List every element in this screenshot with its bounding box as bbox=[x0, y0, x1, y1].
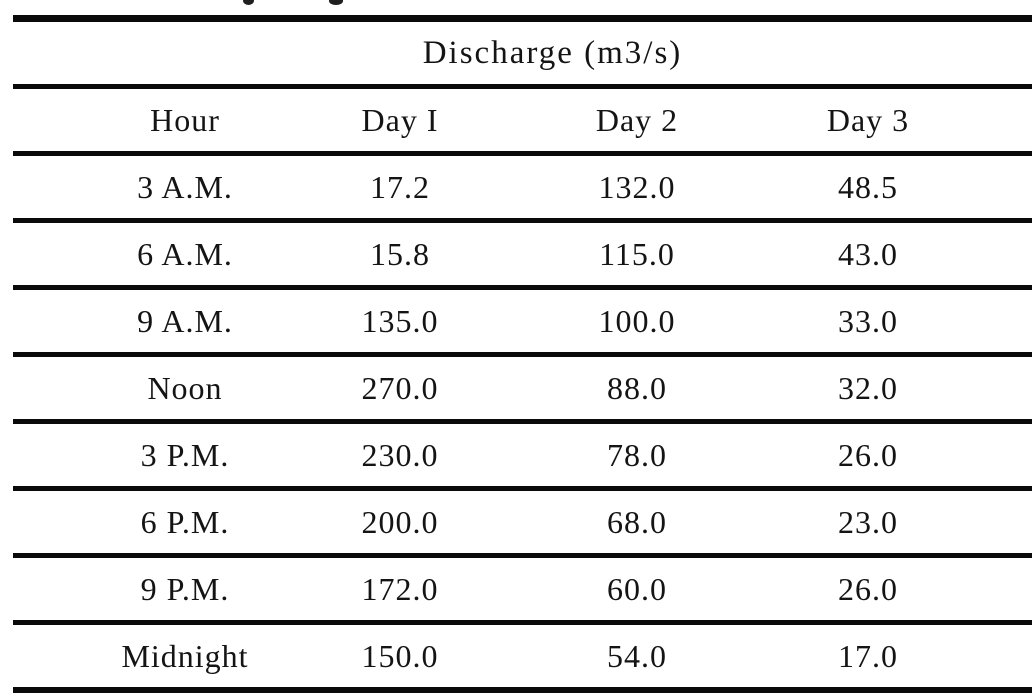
column-header-day1: Day I bbox=[361, 101, 439, 138]
value-cell: 200.0 bbox=[361, 503, 439, 540]
horizontal-rule bbox=[13, 84, 1032, 89]
value-cell: 172.0 bbox=[361, 570, 439, 607]
table-header-row: Hour Day I Day 2 Day 3 bbox=[13, 89, 1032, 151]
table-row: 3 P.M. 230.0 78.0 26.0 bbox=[13, 424, 1032, 486]
table-row: Noon 270.0 88.0 32.0 bbox=[13, 357, 1032, 419]
hour-cell: 6 A.M. bbox=[137, 235, 233, 272]
value-cell: 48.5 bbox=[838, 168, 898, 205]
hour-cell: 6 P.M. bbox=[140, 503, 230, 540]
table-row: 3 A.M. 17.2 132.0 48.5 bbox=[13, 156, 1032, 218]
value-cell: 230.0 bbox=[361, 436, 439, 473]
hour-cell: Midnight bbox=[121, 637, 249, 674]
horizontal-rule bbox=[13, 419, 1032, 424]
value-cell: 132.0 bbox=[598, 168, 676, 205]
value-cell: 43.0 bbox=[838, 235, 898, 272]
hour-cell: 3 A.M. bbox=[137, 168, 233, 205]
value-cell: 88.0 bbox=[607, 369, 667, 406]
value-cell: 32.0 bbox=[838, 369, 898, 406]
table-row: 9 A.M. 135.0 100.0 33.0 bbox=[13, 290, 1032, 352]
column-header-hour: Hour bbox=[150, 101, 220, 138]
cropped-caption-fragment bbox=[243, 0, 254, 5]
value-cell: 23.0 bbox=[838, 503, 898, 540]
horizontal-rule bbox=[13, 486, 1032, 491]
value-cell: 135.0 bbox=[361, 302, 439, 339]
table-top-border bbox=[13, 15, 1032, 22]
value-cell: 17.2 bbox=[370, 168, 430, 205]
value-cell: 54.0 bbox=[607, 637, 667, 674]
table-row: 9 P.M. 172.0 60.0 26.0 bbox=[13, 558, 1032, 620]
value-cell: 115.0 bbox=[599, 235, 675, 272]
value-cell: 26.0 bbox=[838, 436, 898, 473]
cropped-caption-fragment bbox=[329, 0, 343, 5]
horizontal-rule bbox=[13, 285, 1032, 290]
table-row: 6 P.M. 200.0 68.0 23.0 bbox=[13, 491, 1032, 553]
value-cell: 150.0 bbox=[361, 637, 439, 674]
value-cell: 100.0 bbox=[598, 302, 676, 339]
horizontal-rule bbox=[13, 553, 1032, 558]
value-cell: 78.0 bbox=[607, 436, 667, 473]
horizontal-rule bbox=[13, 151, 1032, 156]
value-cell: 33.0 bbox=[838, 302, 898, 339]
column-header-day2: Day 2 bbox=[595, 101, 679, 138]
hour-cell: 9 A.M. bbox=[137, 302, 233, 339]
value-cell: 60.0 bbox=[607, 570, 667, 607]
value-cell: 26.0 bbox=[838, 570, 898, 607]
table-title: Discharge (m3/s) bbox=[422, 34, 683, 71]
discharge-table: Discharge (m3/s) Hour Day I Day 2 Day 3 … bbox=[13, 15, 1032, 693]
horizontal-rule bbox=[13, 352, 1032, 357]
value-cell: 68.0 bbox=[607, 503, 667, 540]
column-header-day3: Day 3 bbox=[826, 101, 910, 138]
hour-cell: 3 P.M. bbox=[140, 436, 230, 473]
value-cell: 17.0 bbox=[838, 637, 898, 674]
horizontal-rule bbox=[13, 218, 1032, 223]
table-bottom-border bbox=[13, 687, 1032, 693]
table-row: Midnight 150.0 54.0 17.0 bbox=[13, 625, 1032, 687]
hour-cell: Noon bbox=[147, 369, 223, 406]
hour-cell: 9 P.M. bbox=[140, 570, 230, 607]
table-title-row: Discharge (m3/s) bbox=[13, 22, 1032, 84]
value-cell: 270.0 bbox=[361, 369, 439, 406]
value-cell: 15.8 bbox=[370, 235, 430, 272]
horizontal-rule bbox=[13, 620, 1032, 625]
table-row: 6 A.M. 15.8 115.0 43.0 bbox=[13, 223, 1032, 285]
